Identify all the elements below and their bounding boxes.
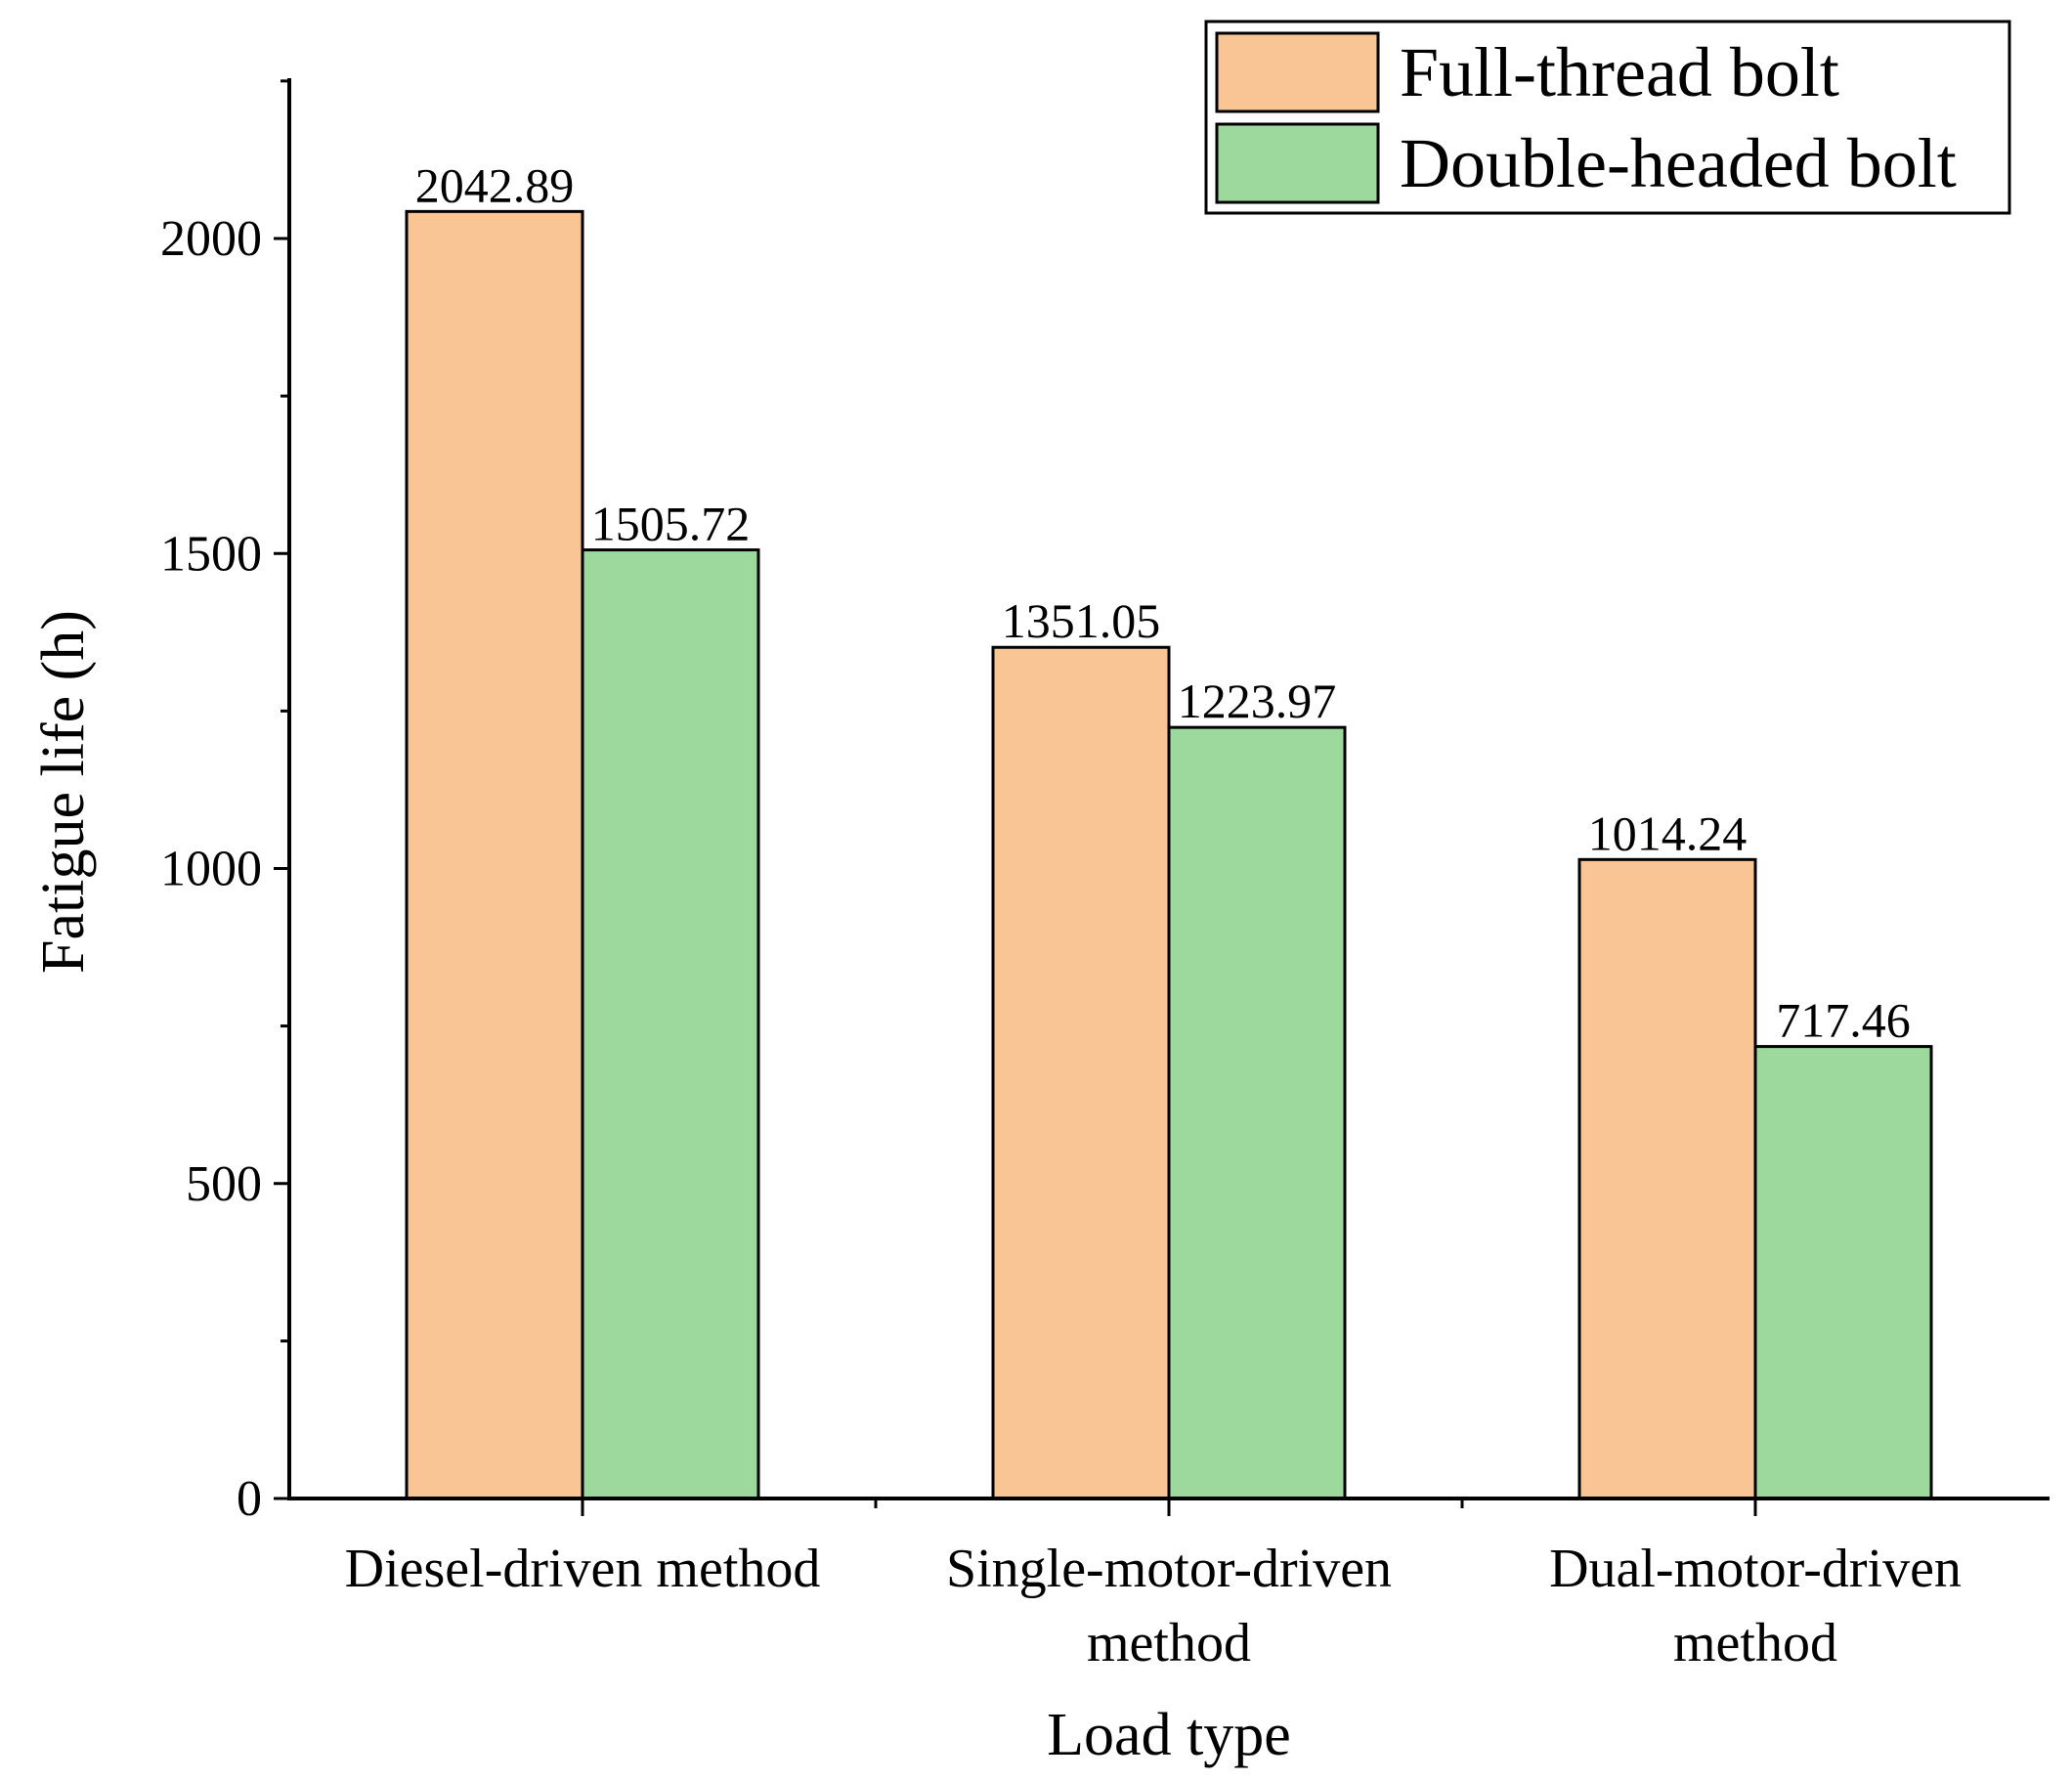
labels-layer: 2042.89 1351.05 1014.24 1505.72 1223.97 717.4… [160, 157, 1962, 1673]
x-tick-label: Diesel-driven method [345, 1539, 821, 1599]
x-axis-title: Load type [1047, 1702, 1291, 1768]
bar-value-label: 1223.97 [1178, 673, 1337, 728]
x-tick-label: Dual-motor-driven method [1549, 1539, 1962, 1673]
bar-full-thread-2 [1577, 857, 1757, 1500]
bar-value-label: 1505.72 [591, 497, 751, 551]
bar-value-label: 2042.89 [415, 157, 575, 212]
y-tick-label: 0 [237, 1471, 262, 1527]
y-tick-label: 2000 [160, 211, 262, 267]
x-tick-label: Single-motor-driven method [946, 1539, 1392, 1673]
legend-label: Full-thread bolt [1400, 33, 1839, 111]
y-tick-label: 1000 [160, 842, 262, 897]
legend-swatch [1215, 31, 1380, 113]
y-axis-title: Fatigue life (h) [30, 610, 97, 974]
bar-double-headed-0 [581, 548, 760, 1500]
bar-value-label: 1014.24 [1588, 805, 1748, 860]
legend: Full-thread bolt Double-headed bolt [1204, 20, 2011, 215]
bar-double-headed-1 [1167, 725, 1347, 1500]
y-tick-label: 1500 [160, 526, 262, 582]
bar-full-thread-1 [991, 645, 1171, 1500]
y-tick-label: 500 [186, 1156, 262, 1212]
bar-value-label: 1351.05 [1002, 593, 1161, 648]
bar-double-headed-2 [1753, 1045, 1933, 1500]
axes-layer [274, 78, 2050, 1516]
bars-layer [405, 209, 1933, 1500]
bar-full-thread-0 [405, 209, 584, 1500]
bar-value-label: 717.46 [1776, 993, 1911, 1048]
legend-label: Double-headed bolt [1400, 124, 1957, 202]
legend-swatch [1215, 122, 1380, 204]
